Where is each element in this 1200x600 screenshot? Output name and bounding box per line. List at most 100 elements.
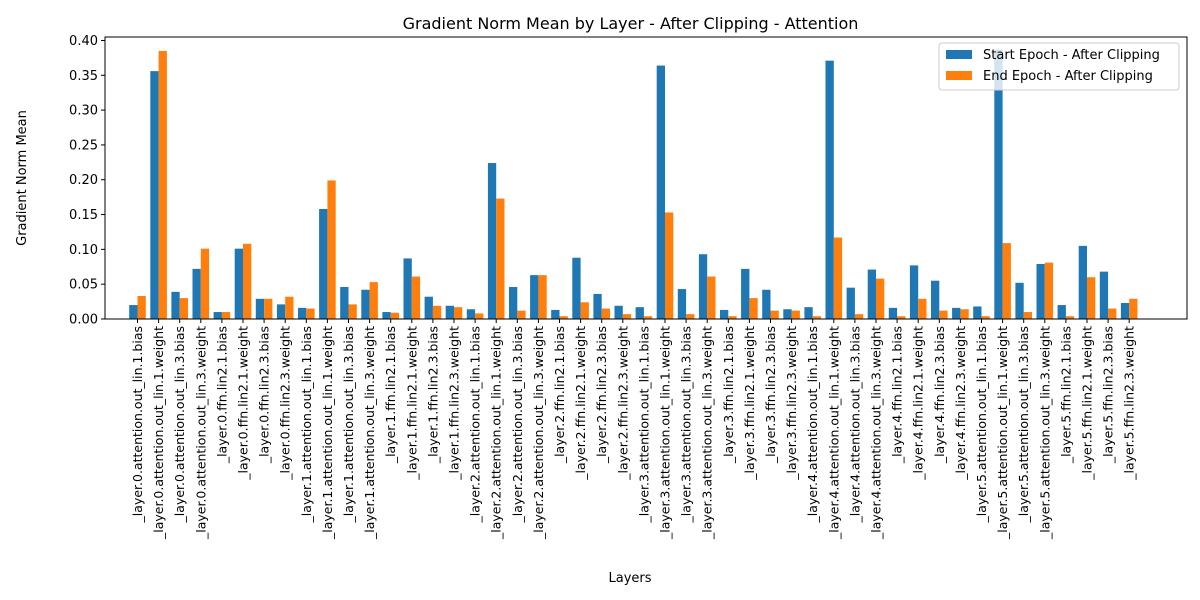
x-tick-label: _layer.2.attention.out_lin.3.bias — [510, 326, 525, 523]
bar-end-7 — [285, 296, 294, 319]
bar-start-41 — [994, 49, 1003, 319]
bar-start-35 — [867, 269, 876, 319]
x-tick-label: _layer.5.attention.out_lin.1.bias — [974, 326, 989, 523]
bar-start-47 — [1120, 302, 1130, 319]
bar-end-35 — [876, 278, 885, 319]
x-tick-label: _layer.4.ffn.lin2.3.weight — [953, 326, 968, 481]
bar-end-20 — [559, 316, 568, 319]
x-tick-label: _layer.0.attention.out_lin.3.bias — [172, 326, 187, 523]
y-tick-label: 0.30 — [69, 104, 98, 119]
bar-end-4 — [221, 312, 231, 319]
bar-start-5 — [234, 248, 243, 319]
bar-end-27 — [707, 276, 716, 319]
x-tick-label: _layer.0.attention.out_lin.1.bias — [130, 326, 145, 523]
bar-start-13 — [403, 258, 412, 319]
x-tick-label: _layer.1.ffn.lin2.3.bias — [425, 326, 440, 464]
x-tick-label: _layer.1.attention.out_lin.3.bias — [341, 326, 356, 523]
x-tick-label: _layer.1.ffn.lin2.1.weight — [404, 326, 419, 481]
legend-label-0: Start Epoch - After Clipping — [983, 48, 1160, 63]
bar-start-2 — [171, 291, 180, 319]
x-tick-label: _layer.2.ffn.lin2.3.bias — [594, 326, 609, 464]
bar-end-17 — [496, 198, 505, 319]
bar-end-36 — [897, 316, 906, 319]
bar-end-9 — [327, 180, 336, 319]
bar-start-10 — [340, 286, 349, 319]
bar-end-1 — [158, 50, 167, 320]
bar-start-39 — [952, 307, 961, 319]
chart-title: Gradient Norm Mean by Layer - After Clip… — [403, 14, 859, 33]
bar-start-12 — [382, 312, 391, 319]
bar-start-11 — [361, 289, 370, 319]
bar-end-3 — [200, 248, 210, 319]
bar-end-37 — [918, 298, 927, 319]
bar-end-2 — [179, 298, 188, 319]
bar-end-8 — [306, 308, 315, 319]
bar-end-16 — [475, 313, 484, 319]
bar-end-10 — [348, 304, 357, 319]
bar-start-19 — [530, 275, 539, 319]
x-tick-label: _layer.5.attention.out_lin.3.bias — [1016, 326, 1031, 523]
bar-start-34 — [846, 287, 855, 319]
bar-end-25 — [665, 212, 674, 319]
bar-end-32 — [812, 316, 821, 319]
bar-start-9 — [319, 208, 328, 319]
bar-end-28 — [728, 316, 737, 319]
bar-start-46 — [1099, 271, 1109, 319]
bar-end-19 — [538, 275, 547, 319]
bar-start-43 — [1036, 263, 1045, 319]
bar-start-22 — [593, 293, 602, 319]
bar-start-26 — [677, 289, 687, 319]
x-tick-label: _layer.0.ffn.lin2.1.bias — [214, 326, 229, 464]
x-tick-label: _layer.3.ffn.lin2.3.bias — [763, 326, 778, 464]
bar-end-26 — [686, 314, 695, 319]
x-tick-label: _layer.2.ffn.lin2.1.bias — [552, 326, 567, 464]
bar-end-44 — [1065, 316, 1075, 319]
bar-end-39 — [960, 309, 969, 319]
legend-label-1: End Epoch - After Clipping — [983, 69, 1153, 84]
legend-swatch-0 — [946, 50, 972, 59]
bar-start-8 — [298, 307, 307, 319]
bar-end-21 — [580, 302, 589, 319]
bar-start-27 — [698, 254, 708, 319]
bar-start-42 — [1015, 282, 1024, 319]
y-axis-label: Gradient Norm Mean — [15, 110, 30, 246]
bar-end-31 — [791, 310, 800, 319]
bar-end-12 — [390, 312, 399, 319]
bar-start-1 — [150, 71, 159, 320]
y-tick-label: 0.05 — [69, 278, 98, 293]
plot-frame — [104, 36, 1188, 320]
bar-start-30 — [762, 289, 771, 319]
x-tick-label: _layer.5.attention.out_lin.1.weight — [995, 326, 1010, 540]
bar-start-37 — [909, 265, 919, 319]
bar-end-33 — [833, 237, 843, 319]
bar-end-40 — [981, 316, 990, 319]
bar-start-40 — [973, 306, 982, 319]
bar-start-23 — [614, 305, 623, 319]
y-tick-label: 0.25 — [69, 138, 98, 153]
x-tick-label: _layer.3.ffn.lin2.1.bias — [721, 326, 736, 464]
x-tick-label: _layer.2.ffn.lin2.3.weight — [615, 326, 630, 481]
x-tick-label: _layer.1.ffn.lin2.1.bias — [383, 326, 398, 464]
x-tick-label: _layer.5.ffn.lin2.3.bias — [1101, 326, 1116, 464]
x-tick-label: _layer.2.attention.out_lin.1.weight — [489, 326, 504, 540]
y-tick-label: 0.10 — [69, 243, 98, 258]
x-tick-label: _layer.0.ffn.lin2.1.weight — [236, 326, 251, 481]
bar-start-14 — [424, 296, 433, 319]
bar-start-3 — [192, 268, 201, 319]
x-tick-label: _layer.5.attention.out_lin.3.weight — [1037, 326, 1052, 540]
bar-end-42 — [1023, 312, 1032, 319]
bar-end-34 — [854, 314, 864, 319]
bar-start-18 — [509, 286, 518, 319]
x-tick-label: _layer.1.ffn.lin2.3.weight — [447, 326, 462, 481]
x-tick-label: _layer.1.attention.out_lin.1.weight — [320, 326, 335, 540]
x-axis: _layer.0.attention.out_lin.1.bias _layer.… — [130, 319, 1137, 540]
bar-start-32 — [804, 307, 813, 319]
x-tick-label: _layer.4.ffn.lin2.3.bias — [932, 326, 947, 464]
bar-start-28 — [720, 309, 729, 319]
x-tick-label: _layer.2.attention.out_lin.1.bias — [468, 326, 483, 523]
bar-end-5 — [243, 243, 252, 319]
x-tick-label: _layer.4.attention.out_lin.3.bias — [847, 326, 862, 523]
bar-start-31 — [783, 309, 792, 319]
bar-start-38 — [931, 280, 940, 319]
